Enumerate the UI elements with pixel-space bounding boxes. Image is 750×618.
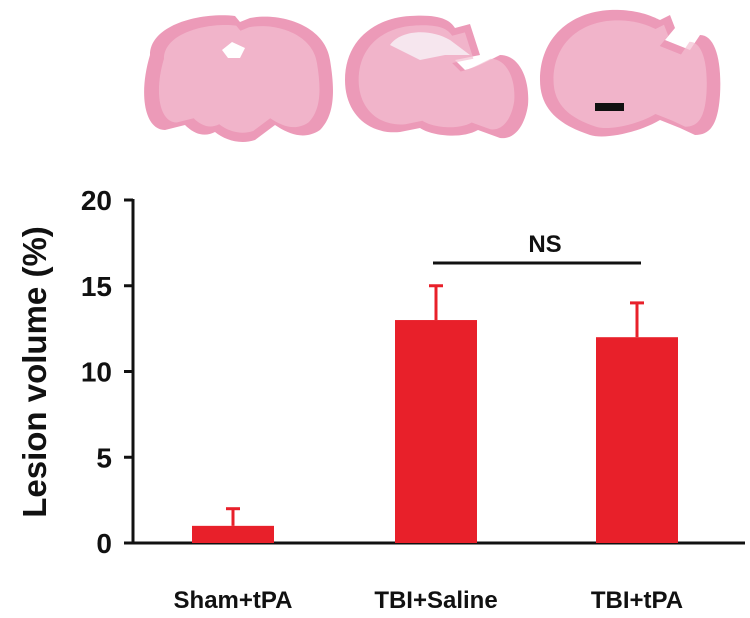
- bar-chart: Lesion volume (%) 0 5 10 15 20 Sham+tPA TBI+S…: [16, 185, 745, 614]
- x-tick-label: Sham+tPA: [174, 587, 293, 614]
- y-tick-label: 0: [96, 528, 112, 559]
- x-tick-label: TBI+tPA: [591, 587, 683, 614]
- y-tick-label: 15: [81, 271, 112, 302]
- bar-TBI+Saline: [395, 320, 477, 543]
- y-tick-label: 10: [81, 357, 112, 388]
- x-tick-label: TBI+Saline: [374, 587, 497, 614]
- brain-section-2: [345, 15, 529, 139]
- ventricle: [222, 42, 245, 58]
- scale-bar: [595, 103, 624, 111]
- bar-TBI+tPA: [596, 337, 678, 543]
- brain-section-3: [540, 9, 721, 137]
- y-tick-label: 5: [96, 442, 112, 473]
- y-axis-label: Lesion volume (%): [16, 226, 53, 518]
- lesion-cavity: [390, 32, 470, 60]
- brain-section-1: [144, 15, 333, 143]
- bar-Sham+tPA: [192, 525, 274, 543]
- brain-section-images: [144, 9, 721, 143]
- ns-label: NS: [528, 231, 561, 258]
- y-tick-label: 20: [81, 185, 112, 216]
